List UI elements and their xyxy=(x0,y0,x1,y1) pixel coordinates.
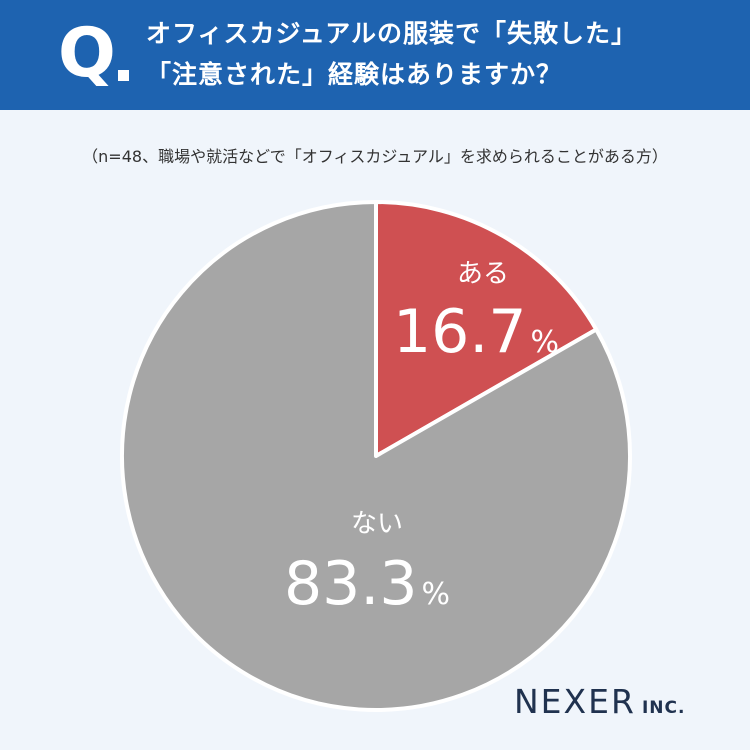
q-mark: Q xyxy=(58,14,116,93)
pie-slice-1 xyxy=(374,200,599,458)
sample-note: （n=48、職場や就活などで「オフィスカジュアル」を求められることがある方） xyxy=(82,147,668,166)
question-line-2: 「注意された」経験はありますか？ xyxy=(146,60,563,89)
brand-suffix: INC. xyxy=(641,698,686,718)
question-line-1: オフィスカジュアルの服装で「失敗した」 xyxy=(146,19,638,48)
slice-category-label: ある xyxy=(457,259,509,289)
brand-name: NEXER xyxy=(514,682,636,721)
pie-slice-2 xyxy=(120,200,632,712)
slice-category-label: ない xyxy=(351,509,403,539)
question-header: Q オフィスカジュアルの服装で「失敗した」 「注意された」経験はありますか？ xyxy=(0,0,750,110)
brand-logo: NEXER INC. xyxy=(514,682,685,721)
slice-value-label: 83.3% xyxy=(284,549,450,619)
slice-value-label: 16.7% xyxy=(393,297,559,367)
q-dot xyxy=(118,70,129,81)
